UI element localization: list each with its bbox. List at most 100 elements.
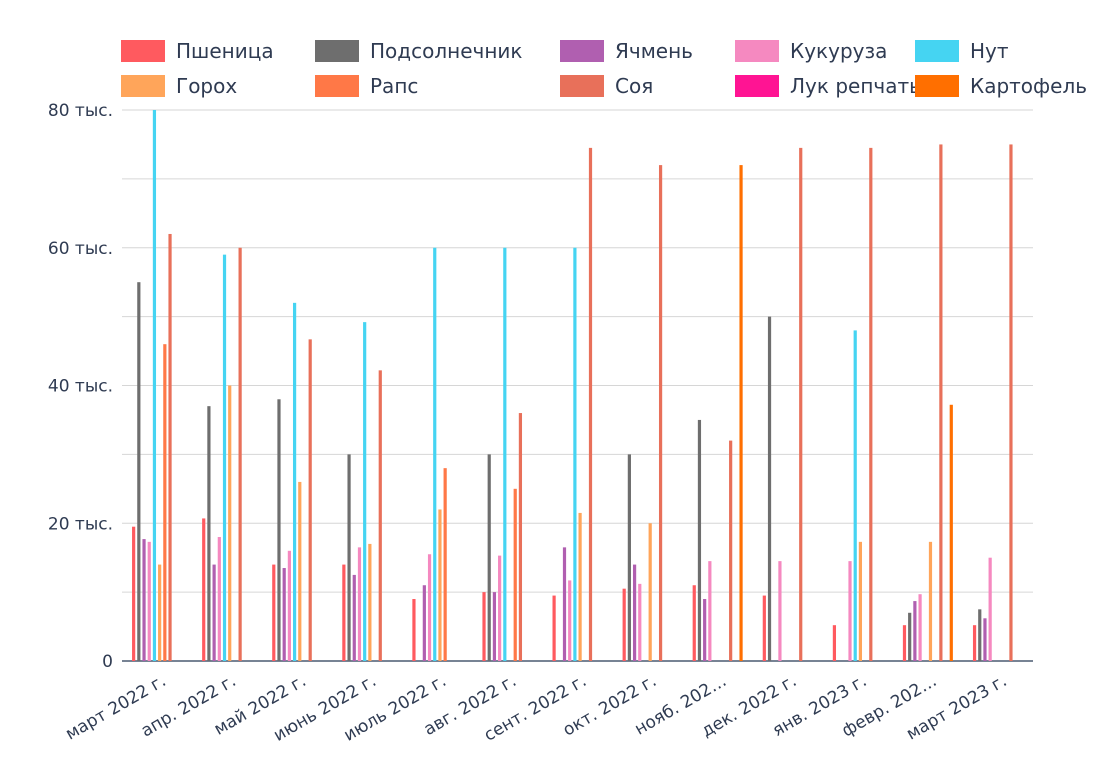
bar-кукуруза-4[interactable] bbox=[427, 554, 432, 661]
bar-соя-7[interactable] bbox=[658, 165, 663, 661]
bar-кукуруза-1[interactable] bbox=[217, 537, 221, 661]
legend-swatch bbox=[560, 40, 604, 62]
bar-горох-11[interactable] bbox=[928, 541, 933, 661]
bar-кукуруза-5[interactable] bbox=[498, 555, 502, 661]
legend-label: Пшеница bbox=[176, 39, 274, 63]
bar-соя-5[interactable] bbox=[518, 413, 523, 661]
bar-кукуруза-7[interactable] bbox=[638, 583, 642, 661]
bar-пшеница-1[interactable] bbox=[202, 518, 206, 661]
bar-подсолнечник-11[interactable] bbox=[908, 612, 912, 661]
bar-кукуруза-3[interactable] bbox=[357, 547, 362, 661]
bar-нут-0[interactable] bbox=[152, 110, 157, 661]
bar-ячмень-0[interactable] bbox=[142, 539, 146, 661]
bar-пшеница-12[interactable] bbox=[972, 625, 977, 661]
legend-item-пшеница[interactable]: Пшеница bbox=[121, 39, 274, 63]
bar-кукуруза-6[interactable] bbox=[568, 580, 572, 661]
bar-ячмень-3[interactable] bbox=[352, 574, 356, 661]
bar-подсолнечник-1[interactable] bbox=[207, 406, 211, 661]
bar-кукуруза-2[interactable] bbox=[287, 550, 291, 661]
bar-рапс-5[interactable] bbox=[513, 488, 517, 661]
bar-горох-4[interactable] bbox=[438, 509, 442, 661]
bar-подсолнечник-2[interactable] bbox=[277, 399, 281, 661]
bar-нут-2[interactable] bbox=[292, 302, 297, 661]
legend-label: Соя bbox=[615, 74, 653, 98]
bar-подсолнечник-0[interactable] bbox=[137, 282, 141, 661]
legend-swatch bbox=[735, 40, 779, 62]
bar-пшеница-0[interactable] bbox=[132, 526, 136, 661]
bar-нут-1[interactable] bbox=[222, 254, 227, 661]
bar-рапс-4[interactable] bbox=[443, 468, 447, 661]
bar-ячмень-4[interactable] bbox=[422, 585, 426, 661]
bar-горох-3[interactable] bbox=[368, 543, 372, 661]
bar-соя-2[interactable] bbox=[308, 339, 312, 661]
legend-item-рапс[interactable]: Рапс bbox=[315, 74, 418, 98]
bar-пшеница-3[interactable] bbox=[342, 564, 346, 661]
bar-ячмень-8[interactable] bbox=[703, 599, 707, 661]
bar-соя-6[interactable] bbox=[588, 147, 593, 661]
bar-пшеница-5[interactable] bbox=[482, 592, 486, 662]
bar-соя-1[interactable] bbox=[238, 247, 242, 661]
bar-подсолнечник-7[interactable] bbox=[627, 454, 631, 662]
bar-горох-1[interactable] bbox=[228, 385, 232, 662]
bar-горох-0[interactable] bbox=[158, 564, 162, 661]
legend-item-соя[interactable]: Соя bbox=[560, 74, 653, 98]
bar-рапс-0[interactable] bbox=[163, 344, 167, 661]
bar-кукуруза-12[interactable] bbox=[988, 557, 992, 661]
bar-нут-6[interactable] bbox=[573, 247, 577, 661]
bar-соя-9[interactable] bbox=[799, 147, 803, 661]
bar-ячмень-11[interactable] bbox=[913, 601, 917, 661]
bar-кукуруза-11[interactable] bbox=[918, 594, 922, 661]
bar-кукуруза-0[interactable] bbox=[147, 541, 151, 661]
bar-пшеница-9[interactable] bbox=[762, 595, 766, 661]
bar-ячмень-2[interactable] bbox=[282, 568, 286, 661]
legend-label: Кукуруза bbox=[790, 39, 887, 63]
legend-item-лук-репчатый[interactable]: Лук репчатый bbox=[735, 74, 938, 98]
bar-подсолнечник-3[interactable] bbox=[347, 454, 351, 662]
legend-item-картофель[interactable]: Картофель bbox=[915, 74, 1087, 98]
bar-подсолнечник-12[interactable] bbox=[978, 609, 982, 661]
bar-нут-10[interactable] bbox=[853, 330, 857, 661]
bar-подсолнечник-5[interactable] bbox=[487, 454, 491, 662]
x-axis: март 2022 г.апр. 2022 г.май 2022 г.июнь … bbox=[62, 671, 1010, 746]
legend-item-горох[interactable]: Горох bbox=[121, 74, 237, 98]
bar-ячмень-12[interactable] bbox=[983, 618, 987, 661]
bar-пшеница-2[interactable] bbox=[272, 564, 276, 661]
bar-соя-0[interactable] bbox=[168, 233, 172, 661]
legend-label: Картофель bbox=[970, 74, 1087, 98]
bar-нут-3[interactable] bbox=[363, 322, 367, 661]
bar-ячмень-7[interactable] bbox=[632, 564, 637, 661]
bar-подсолнечник-9[interactable] bbox=[767, 316, 772, 662]
bar-нут-5[interactable] bbox=[503, 247, 507, 661]
bar-соя-3[interactable] bbox=[378, 370, 382, 661]
bar-горох-10[interactable] bbox=[858, 541, 863, 661]
bar-соя-10[interactable] bbox=[869, 147, 873, 661]
legend-swatch bbox=[915, 40, 959, 62]
legend-item-подсолнечник[interactable]: Подсолнечник bbox=[315, 39, 522, 63]
bar-горох-2[interactable] bbox=[298, 481, 302, 661]
bar-подсолнечник-8[interactable] bbox=[697, 419, 702, 661]
bar-кукуруза-8[interactable] bbox=[708, 561, 712, 661]
legend-item-ячмень[interactable]: Ячмень bbox=[560, 39, 693, 63]
bar-горох-6[interactable] bbox=[578, 512, 582, 661]
bar-пшеница-6[interactable] bbox=[552, 595, 556, 661]
legend-item-нут[interactable]: Нут bbox=[915, 39, 1009, 63]
bar-соя-11[interactable] bbox=[939, 144, 943, 661]
bar-картофель-11[interactable] bbox=[949, 404, 953, 661]
bar-ячмень-5[interactable] bbox=[492, 592, 497, 662]
bar-ячмень-6[interactable] bbox=[562, 547, 567, 661]
bar-кукуруза-10[interactable] bbox=[848, 561, 852, 661]
bar-картофель-8[interactable] bbox=[739, 165, 743, 661]
bar-горох-7[interactable] bbox=[648, 523, 652, 661]
bar-пшеница-4[interactable] bbox=[412, 599, 416, 661]
bar-пшеница-8[interactable] bbox=[692, 585, 696, 661]
legend-swatch bbox=[315, 75, 359, 97]
bar-пшеница-10[interactable] bbox=[832, 625, 837, 661]
bar-ячмень-1[interactable] bbox=[212, 564, 216, 661]
bar-пшеница-11[interactable] bbox=[902, 625, 907, 661]
bar-пшеница-7[interactable] bbox=[622, 588, 626, 661]
legend-item-кукуруза[interactable]: Кукуруза bbox=[735, 39, 887, 63]
bar-кукуруза-9[interactable] bbox=[778, 561, 782, 661]
bar-нут-4[interactable] bbox=[433, 247, 437, 661]
bar-соя-12[interactable] bbox=[1009, 144, 1013, 661]
bar-соя-8[interactable] bbox=[729, 440, 733, 661]
